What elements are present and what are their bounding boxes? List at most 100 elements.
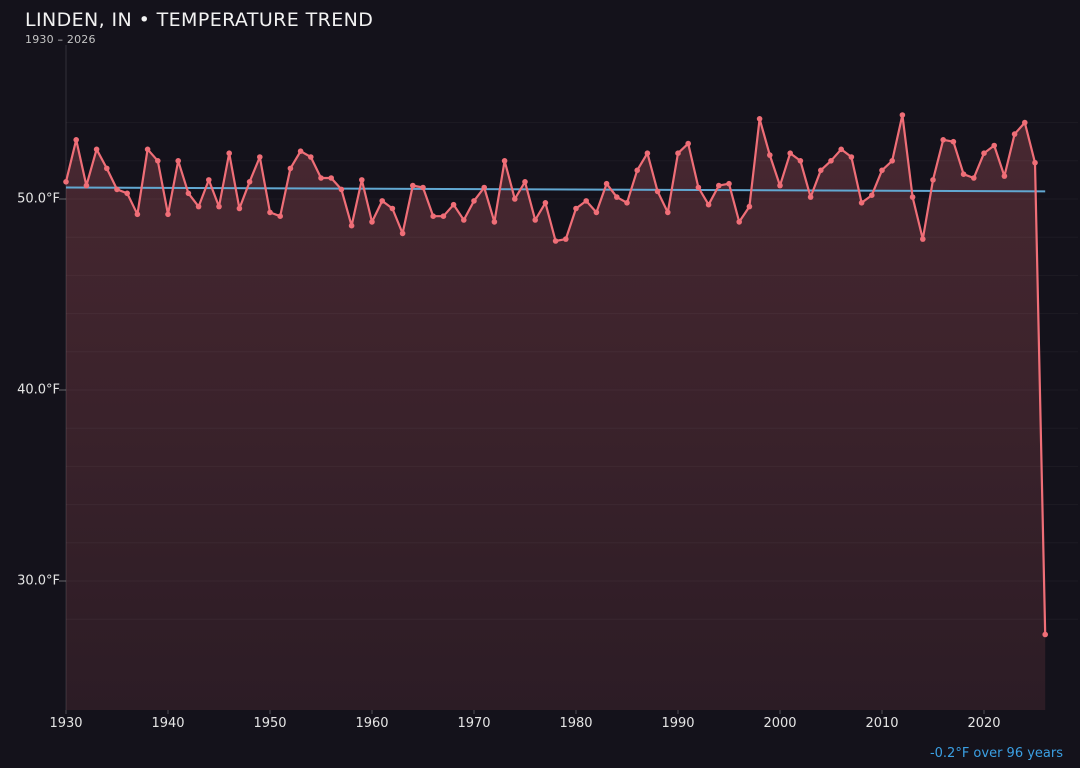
chart-title: LINDEN, IN • TEMPERATURE TREND bbox=[25, 9, 374, 31]
x-axis-tick-label: 1970 bbox=[457, 716, 491, 731]
data-point-marker bbox=[440, 213, 447, 219]
data-point-marker bbox=[675, 150, 681, 156]
data-point-marker bbox=[338, 186, 345, 193]
data-point-marker bbox=[93, 146, 100, 153]
data-point-marker bbox=[328, 175, 335, 181]
chart-header: LINDEN, IN • TEMPERATURE TREND 1930 – 20… bbox=[25, 10, 373, 46]
data-point-marker bbox=[920, 236, 926, 242]
x-axis-tick-label: 2000 bbox=[763, 716, 797, 731]
y-axis-tick-label: 50.0°F bbox=[17, 191, 60, 207]
data-point-marker bbox=[124, 190, 130, 197]
data-point-marker bbox=[1011, 131, 1018, 137]
data-point-marker bbox=[879, 167, 885, 174]
data-point-marker bbox=[369, 219, 375, 225]
x-axis-tick-label: 1960 bbox=[355, 716, 389, 731]
data-point-marker bbox=[665, 209, 671, 216]
data-point-marker bbox=[695, 184, 702, 191]
data-point-marker bbox=[746, 203, 753, 210]
data-point-marker bbox=[83, 182, 90, 189]
data-point-marker bbox=[756, 116, 763, 122]
data-point-marker bbox=[430, 213, 437, 219]
data-point-marker bbox=[195, 203, 202, 210]
data-point-marker bbox=[226, 150, 232, 156]
chart-subtitle: 1930 – 2026 bbox=[25, 32, 96, 46]
data-point-marker bbox=[552, 238, 559, 244]
data-point-marker bbox=[685, 140, 691, 147]
data-point-marker bbox=[410, 182, 416, 189]
data-point-marker bbox=[899, 112, 906, 118]
data-point-marker bbox=[165, 211, 171, 218]
data-point-marker bbox=[297, 148, 304, 154]
data-point-marker bbox=[175, 158, 181, 164]
data-point-marker bbox=[532, 217, 538, 223]
data-point-marker bbox=[512, 196, 518, 202]
data-point-marker bbox=[481, 184, 488, 191]
data-point-marker bbox=[716, 182, 722, 189]
data-point-marker bbox=[134, 211, 141, 218]
data-point-marker bbox=[206, 177, 212, 183]
data-point-marker bbox=[359, 177, 365, 183]
area-fill bbox=[66, 115, 1046, 710]
data-point-marker bbox=[522, 179, 528, 185]
data-point-marker bbox=[583, 198, 589, 204]
data-point-marker bbox=[63, 179, 69, 185]
data-point-marker bbox=[654, 188, 661, 195]
y-axis-tick-label: 30.0°F bbox=[17, 573, 60, 589]
data-point-marker bbox=[73, 137, 79, 143]
data-point-marker bbox=[542, 200, 549, 206]
data-point-marker bbox=[777, 182, 783, 189]
data-point-marker bbox=[960, 171, 967, 177]
data-point-marker bbox=[767, 152, 773, 158]
data-point-marker bbox=[858, 200, 865, 206]
data-point-marker bbox=[981, 150, 987, 156]
data-point-marker bbox=[461, 217, 467, 223]
x-axis-tick-label: 1950 bbox=[253, 716, 287, 731]
trend-summary: -0.2°F over 96 years bbox=[929, 746, 1063, 761]
data-point-marker bbox=[603, 180, 610, 187]
data-point-marker bbox=[971, 175, 977, 181]
data-point-marker bbox=[114, 186, 120, 193]
data-point-marker bbox=[399, 230, 406, 237]
data-point-marker bbox=[267, 209, 273, 216]
data-point-marker bbox=[593, 209, 600, 216]
data-point-marker bbox=[471, 198, 477, 204]
data-point-marker bbox=[420, 184, 426, 191]
data-point-marker bbox=[287, 165, 294, 172]
data-point-marker bbox=[930, 177, 936, 183]
data-point-marker bbox=[726, 180, 732, 187]
data-point-marker bbox=[634, 167, 640, 174]
data-point-marker bbox=[501, 158, 508, 164]
data-point-marker bbox=[807, 194, 814, 200]
data-point-marker bbox=[614, 194, 620, 200]
x-axis-tick-label: 2020 bbox=[967, 716, 1001, 731]
data-point-marker bbox=[246, 179, 253, 185]
data-point-marker bbox=[828, 158, 834, 164]
data-point-marker bbox=[797, 158, 804, 164]
data-point-marker bbox=[450, 201, 457, 208]
data-point-marker bbox=[848, 154, 855, 160]
data-point-marker bbox=[573, 205, 579, 212]
data-point-marker bbox=[869, 192, 875, 198]
x-axis-tick-label: 2010 bbox=[865, 716, 899, 731]
data-point-marker bbox=[1001, 173, 1008, 179]
x-axis-tick-label: 1930 bbox=[49, 716, 83, 731]
data-point-marker bbox=[736, 219, 742, 225]
data-point-marker bbox=[389, 205, 396, 212]
data-point-marker bbox=[563, 236, 569, 242]
data-point-marker bbox=[308, 154, 314, 160]
data-point-marker bbox=[838, 146, 844, 153]
data-point-marker bbox=[950, 138, 957, 145]
data-point-marker bbox=[155, 158, 161, 164]
x-axis-tick-label: 1940 bbox=[151, 716, 185, 731]
data-point-marker bbox=[185, 190, 192, 197]
data-point-marker bbox=[1042, 631, 1048, 638]
data-point-marker bbox=[818, 167, 824, 174]
data-point-marker bbox=[787, 150, 793, 156]
data-point-marker bbox=[144, 146, 151, 153]
data-point-marker bbox=[379, 198, 386, 204]
trend-line bbox=[65, 186, 1046, 193]
data-point-marker bbox=[889, 158, 895, 164]
data-point-marker bbox=[318, 175, 324, 181]
data-point-marker bbox=[705, 201, 712, 208]
data-point-marker bbox=[104, 165, 110, 172]
